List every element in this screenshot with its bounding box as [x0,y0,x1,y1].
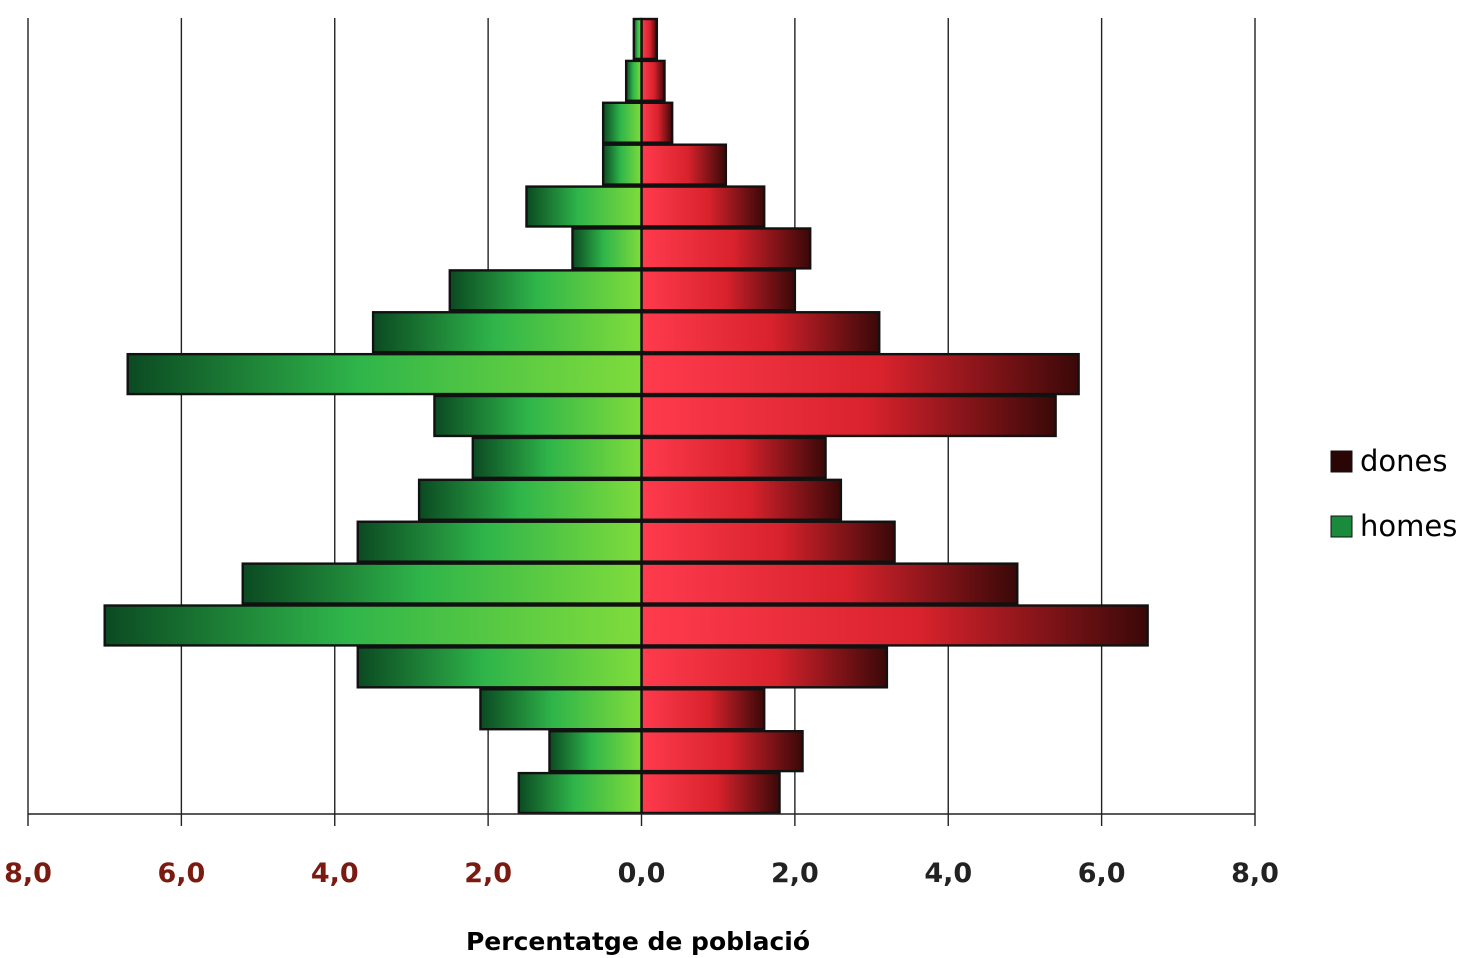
legend-swatch [1330,515,1353,538]
bar-dones [640,311,881,354]
x-tick-label: 6,0 [157,858,205,889]
bar-dones [640,478,843,521]
x-tick-label: 6,0 [1078,858,1126,889]
bar-homes [371,311,643,354]
bar-dones [640,771,781,815]
legend-item-dones: dones [1330,444,1447,478]
x-tick-label: 4,0 [924,858,972,889]
bar-homes [548,730,643,773]
bar-homes [601,143,643,186]
bar-dones [640,143,728,186]
x-tick-label: 2,0 [464,858,512,889]
bar-dones [640,520,896,563]
bar-dones [640,436,827,480]
x-tick-label: 0,0 [618,858,666,889]
bar-homes [356,520,643,563]
bar-dones [640,59,666,102]
legend: dones homes [1330,444,1457,543]
bar-homes [624,59,643,102]
bars [103,17,1149,815]
bar-homes [103,604,643,647]
bar-dones [640,17,659,61]
x-tick-label: 8,0 [4,858,52,889]
bar-dones [640,269,797,312]
bar-homes [632,17,643,61]
bar-dones [640,646,889,689]
bar-dones [640,562,1019,605]
bar-dones [640,604,1149,647]
bar-homes [471,436,643,480]
bar-homes [241,562,643,605]
bar-dones [640,101,674,144]
x-tick-label: 8,0 [1231,858,1279,889]
bar-homes [356,646,643,689]
bar-homes [517,771,643,815]
bar-homes [433,394,643,438]
bar-homes [448,269,643,312]
legend-label: homes [1360,509,1457,543]
bar-dones [640,688,766,731]
x-tick-label: 4,0 [311,858,359,889]
bar-dones [640,730,804,773]
legend-swatch [1330,450,1353,473]
bar-homes [601,101,643,144]
x-axis: 8,0 6,0 4,0 2,0 0,0 2,0 4,0 6,0 8,0 [4,813,1279,889]
bar-homes [525,185,643,228]
bar-dones [640,227,812,270]
bar-homes [417,478,643,521]
bar-dones [640,185,766,228]
legend-label: dones [1360,444,1447,478]
bar-dones [640,394,1057,438]
bar-homes [126,352,643,396]
legend-item-homes: homes [1330,509,1457,543]
bar-homes [571,227,643,270]
bar-homes [479,688,643,731]
x-tick-label: 2,0 [771,858,819,889]
x-axis-title: Percentatge de població [466,927,810,956]
bar-dones [640,352,1080,396]
